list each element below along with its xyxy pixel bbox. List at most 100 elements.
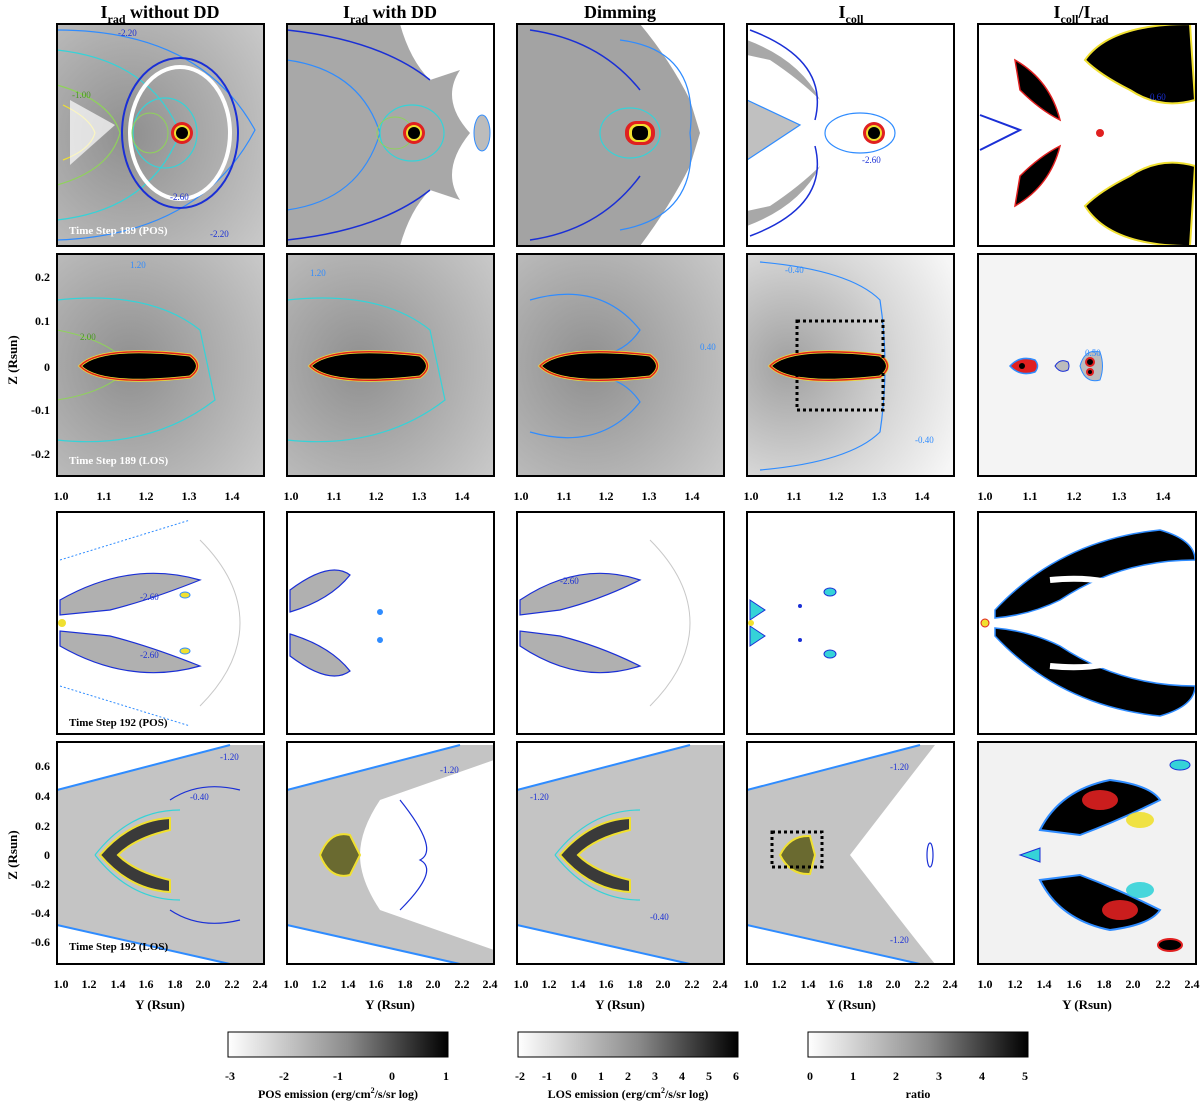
panel-192los-irad-DD: -1.20 [286,741,495,965]
svg-text:1.3: 1.3 [182,489,197,503]
svg-text:2: 2 [893,1069,899,1083]
colorbar-pos: -3 -2 -1 0 1 POS emission (erg/cm2/s/sr … [225,1031,449,1101]
svg-text:1.2: 1.2 [1008,977,1023,991]
svg-text:1.0: 1.0 [514,977,529,991]
panel-192pos-irad-DD [286,511,495,735]
svg-text:-0.2: -0.2 [31,447,50,461]
svg-text:0: 0 [571,1069,577,1083]
svg-text:1.3: 1.3 [1112,489,1127,503]
panel-189los-irad-noDD: 2.00 1.20 Time Step 189 (LOS) [56,253,265,477]
panel-192los-dimming: -1.20 -0.40 [516,741,725,965]
svg-text:3: 3 [652,1069,658,1083]
svg-text:2.2: 2.2 [455,977,470,991]
panel-192pos-icoll [746,511,955,735]
svg-text:1.2: 1.2 [139,489,154,503]
svg-text:-2.60: -2.60 [170,192,189,202]
colorbar-los: -2 -1 0 1 2 3 4 5 6 LOS emission (erg/cm… [515,1031,739,1101]
svg-text:1.0: 1.0 [514,489,529,503]
svg-text:0.2: 0.2 [35,270,50,284]
row-192-pos: -2.60 -2.60 Time Step 192 (POS) -2.60 [56,511,1197,735]
svg-text:2.4: 2.4 [943,977,958,991]
svg-text:1.4: 1.4 [111,977,126,991]
svg-text:2.2: 2.2 [915,977,930,991]
svg-text:2.0: 2.0 [196,977,211,991]
panel-189pos-dimming [516,23,725,247]
svg-text:1.0: 1.0 [744,489,759,503]
svg-text:-1.20: -1.20 [220,752,239,762]
svg-text:1.0: 1.0 [744,977,759,991]
svg-text:6: 6 [733,1069,739,1083]
svg-text:1.2: 1.2 [82,977,97,991]
svg-text:1.2: 1.2 [312,977,327,991]
svg-text:-2.20: -2.20 [118,28,137,38]
svg-text:-2.60: -2.60 [140,650,159,660]
col-header-3: Icoll [838,2,864,26]
svg-text:1.4: 1.4 [455,489,470,503]
svg-text:1.2: 1.2 [599,489,614,503]
svg-text:2.00: 2.00 [80,332,96,342]
xticks-row4-col3: 1.0 1.2 1.4 1.6 1.8 2.0 2.2 2.4 [514,977,728,991]
svg-text:1: 1 [443,1069,449,1083]
row-189-los: Z (Rsun) 0.2 0.1 0 -0.1 -0.2 2.00 1.20 T… [5,253,1197,503]
panel-192pos-irad-noDD: -2.60 -2.60 Time Step 192 (POS) [56,511,265,735]
svg-text:1.4: 1.4 [341,977,356,991]
svg-text:1.6: 1.6 [599,977,614,991]
svg-text:4: 4 [679,1069,685,1083]
svg-text:1.2: 1.2 [772,977,787,991]
row-189-pos: -2.20 -1.00 -2.60 -2.20 Time Step 189 (P… [56,22,1197,248]
svg-text:1.0: 1.0 [978,977,993,991]
xticks-row4-col2: 1.0 1.2 1.4 1.6 1.8 2.0 2.2 2.4 [284,977,498,991]
svg-text:1.0: 1.0 [284,977,299,991]
row-label-192los: Time Step 192 (LOS) [69,941,168,953]
svg-text:-2.60: -2.60 [560,576,579,586]
xticks-row4-col5: 1.0 1.2 1.4 1.6 1.8 2.0 2.2 2.4 [978,977,1200,991]
svg-text:1.6: 1.6 [829,977,844,991]
svg-text:-0.6: -0.6 [31,935,50,949]
svg-text:-1.20: -1.20 [530,792,549,802]
svg-text:Y (Rsun): Y (Rsun) [595,997,645,1012]
svg-text:2.4: 2.4 [713,977,728,991]
xticks-row4-col1: 1.0 1.2 1.4 1.6 1.8 2.0 2.2 2.4 [54,977,268,991]
svg-text:-3: -3 [225,1069,235,1083]
svg-text:1.4: 1.4 [225,489,240,503]
column-headers: Irad without DD Irad with DD Dimming Ico… [100,2,1108,26]
svg-text:-1.20: -1.20 [890,762,909,772]
svg-text:5: 5 [706,1069,712,1083]
svg-text:1.4: 1.4 [571,977,586,991]
svg-text:1.1: 1.1 [97,489,112,503]
svg-text:1: 1 [850,1069,856,1083]
panel-189pos-irad-noDD: -2.20 -1.00 -2.60 -2.20 Time Step 189 (P… [56,23,265,247]
svg-text:0.40: 0.40 [700,342,716,352]
svg-text:-1.20: -1.20 [440,765,459,775]
colorbar-pos-label: POS emission (erg/cm2/s/sr log) [258,1086,418,1101]
svg-text:-1.20: -1.20 [890,935,909,945]
colorbar-los-label: LOS emission (erg/cm2/s/sr log) [548,1086,709,1101]
panel-192pos-ratio [977,511,1197,735]
svg-text:1: 1 [598,1069,604,1083]
svg-text:1.3: 1.3 [872,489,887,503]
svg-text:3: 3 [936,1069,942,1083]
svg-text:0.4: 0.4 [35,789,50,803]
svg-text:2.2: 2.2 [685,977,700,991]
svg-text:0.6: 0.6 [35,759,50,773]
svg-text:-0.1: -0.1 [31,403,50,417]
svg-text:-1: -1 [333,1069,343,1083]
svg-text:Y (Rsun): Y (Rsun) [135,997,185,1012]
svg-text:1.20: 1.20 [130,260,146,270]
svg-text:0: 0 [807,1069,813,1083]
xticks-row2-col2: 1.0 1.1 1.2 1.3 1.4 [284,489,470,503]
svg-text:0: 0 [44,848,50,862]
xticks-row2-col1: 1.0 1.1 1.2 1.3 1.4 [54,489,240,503]
svg-text:1.8: 1.8 [398,977,413,991]
svg-text:-0.40: -0.40 [915,435,934,445]
svg-text:1.3: 1.3 [412,489,427,503]
svg-text:0.50: 0.50 [1085,348,1101,358]
svg-text:1.2: 1.2 [829,489,844,503]
svg-text:1.4: 1.4 [915,489,930,503]
col-header-2: Dimming [584,2,656,22]
xticks-row2: 1.0 1.1 1.2 1.3 1.4 1.0 1.1 1.2 1.3 1.4 1.0 1.1 1.… [54,489,1171,503]
svg-text:1.2: 1.2 [369,489,384,503]
panel-192los-icoll: -1.20 -1.20 [746,741,955,965]
svg-text:2.4: 2.4 [1185,977,1200,991]
